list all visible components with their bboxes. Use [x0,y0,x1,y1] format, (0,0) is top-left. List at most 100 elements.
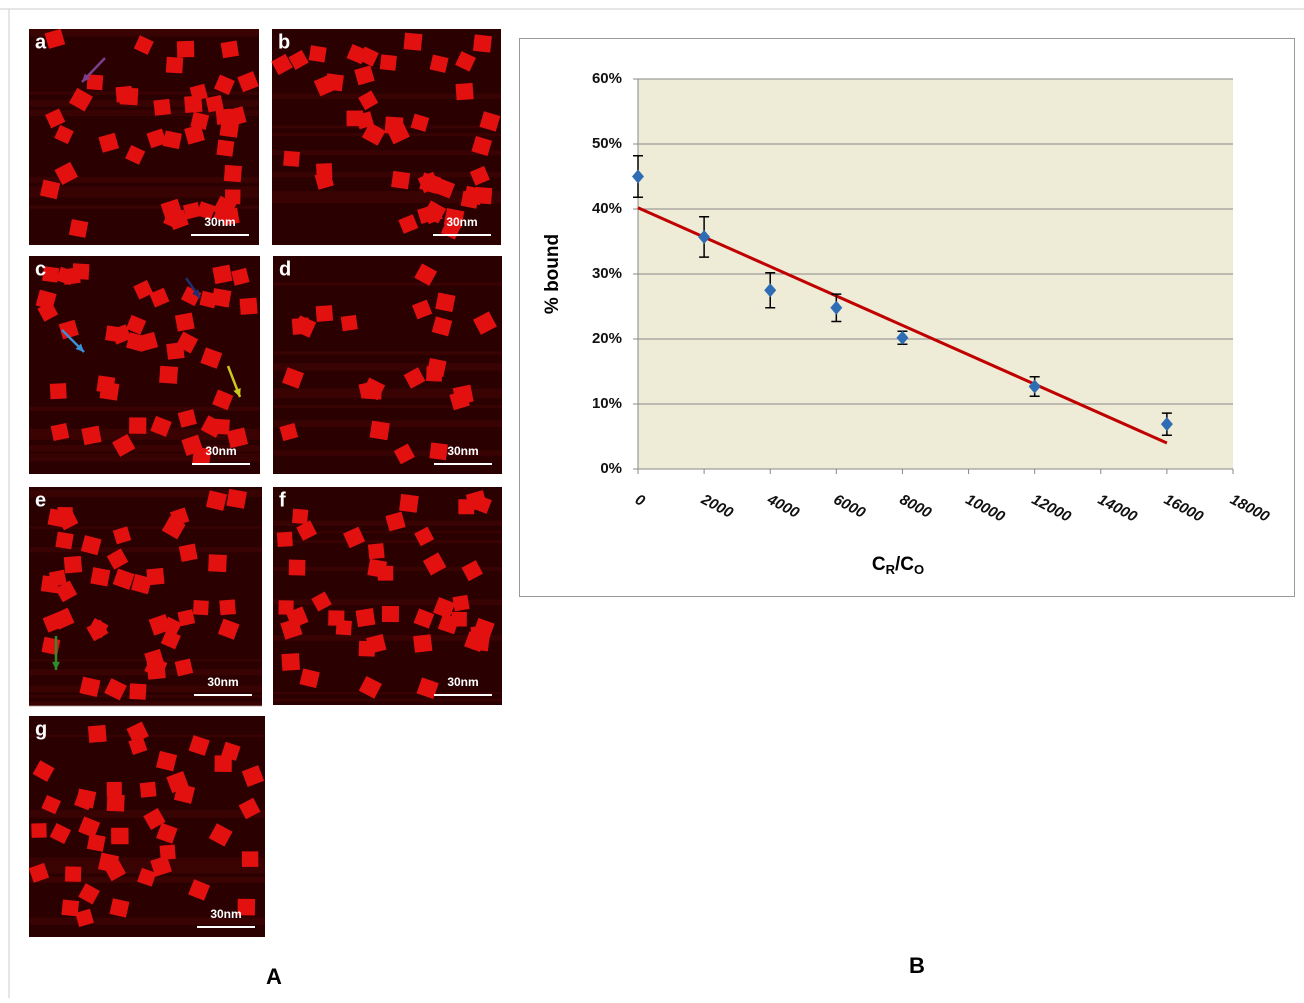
origami-tile [455,51,476,72]
origami-tile [78,816,101,838]
origami-tile [150,415,172,437]
data-point [830,300,843,315]
data-point [764,283,777,298]
origami-tile [99,381,120,401]
scan-line [273,698,502,702]
origami-tile [138,331,159,352]
origami-tile [137,867,157,887]
origami-tile [211,288,232,308]
origami-tile [208,554,227,573]
origami-tile [214,755,232,772]
origami-tile [81,425,102,446]
origami-tile [212,264,233,285]
origami-tile [106,794,125,812]
scan-line [273,691,502,695]
origami-tile [217,618,240,640]
scan-line [273,388,502,394]
origami-tile [216,139,235,157]
origami-tile [188,879,211,901]
origami-tile [28,862,50,883]
origami-tile [403,367,426,389]
panel-label: e [35,489,46,511]
scan-line [29,862,265,870]
scan-line [273,282,502,286]
scan-line [29,444,260,452]
origami-tile [160,198,183,221]
origami-tile [403,32,423,51]
origami-tile [47,508,68,528]
origami-tile [358,675,382,699]
origami-tile [144,655,168,679]
origami-tile [417,205,437,224]
y-tick-label: 40% [592,200,622,217]
origami-tile [278,600,294,615]
origami-tile [128,736,148,756]
origami-tile [398,214,419,234]
scan-line [29,857,265,864]
origami-tile [37,301,59,322]
origami-tile [49,822,72,844]
arrow-head [82,73,91,82]
origami-tile [212,195,237,220]
scan-line [29,192,259,198]
origami-tile [112,568,135,590]
origami-tile [271,53,293,76]
origami-tile [166,342,185,360]
origami-tile [215,108,233,125]
origami-tile [86,833,106,852]
origami-tile [31,823,47,838]
origami-tile [90,567,111,587]
scan-line [29,669,262,676]
origami-tile [316,163,333,179]
scan-line [29,490,262,498]
origami-tile [86,74,104,91]
origami-tile [162,130,182,150]
origami-tile [45,108,66,129]
origami-tile [285,606,309,629]
origami-tile [126,721,149,744]
scan-line [29,100,259,107]
origami-tile [205,94,224,113]
scan-line [273,392,502,399]
scan-line [29,406,260,412]
origami-tile [464,631,486,653]
origami-tile [414,263,438,286]
origami-tile [276,531,293,547]
origami-tile [212,389,234,411]
arrow-head [75,343,84,352]
panel-label: b [278,31,290,53]
origami-tile [469,165,490,186]
scan-line [273,599,502,606]
origami-tile [143,807,166,831]
scan-line [29,176,259,183]
panel-label: c [35,258,46,280]
origami-tile [174,312,195,332]
origami-tile [366,634,387,654]
origami-tile [399,493,419,513]
origami-tile [220,741,241,761]
origami-tile [241,765,265,788]
origami-tile [115,85,133,103]
y-tick-label: 10% [592,395,622,412]
scan-line [273,405,502,408]
panel-label: d [279,258,291,280]
origami-tile [369,420,390,441]
x-axis-title-part: O [914,562,924,577]
origami-tile [325,73,344,92]
origami-tile [112,433,136,457]
scan-line [272,192,501,197]
scan-line [273,351,502,355]
origami-tile [178,543,198,562]
arrow-head [192,289,200,298]
origami-tile [435,292,456,313]
scan-line [272,133,501,137]
panel-label: a [35,31,47,53]
scan-line [29,29,259,37]
scale-label: 30nm [210,907,241,921]
figure-label: A [266,964,282,989]
y-tick-label: 30% [592,265,622,282]
origami-tile [184,124,205,145]
origami-tile [165,56,184,74]
origami-tile [104,678,127,701]
origami-tile [196,201,216,221]
